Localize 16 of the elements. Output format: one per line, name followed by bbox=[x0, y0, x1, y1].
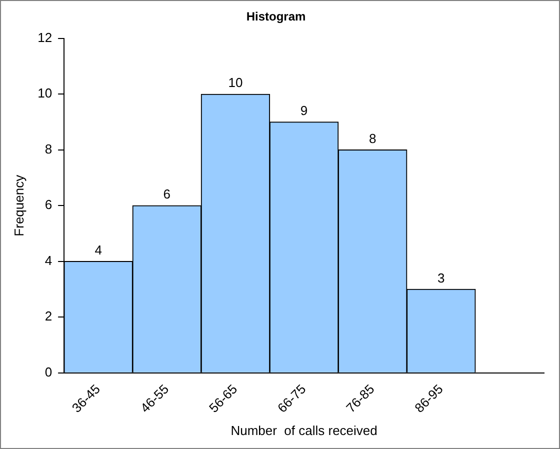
y-tick-label: 4 bbox=[44, 252, 52, 268]
data-label: 10 bbox=[228, 75, 243, 90]
y-tick-label: 10 bbox=[38, 86, 52, 101]
chart-title: Histogram bbox=[246, 10, 306, 24]
data-label: 6 bbox=[163, 186, 171, 202]
y-tick-label: 0 bbox=[44, 364, 52, 380]
data-label: 8 bbox=[368, 130, 376, 146]
x-axis-title: Number of calls received bbox=[230, 422, 378, 438]
y-tick-label: 6 bbox=[44, 197, 52, 212]
y-tick-label: 8 bbox=[44, 141, 52, 156]
data-label: 3 bbox=[438, 270, 445, 286]
data-label: 4 bbox=[94, 242, 102, 258]
y-tick-label: 2 bbox=[44, 308, 52, 324]
data-label: 9 bbox=[300, 103, 308, 118]
y-axis-title: Frequency bbox=[11, 174, 26, 236]
y-tick-label: 12 bbox=[38, 30, 52, 45]
